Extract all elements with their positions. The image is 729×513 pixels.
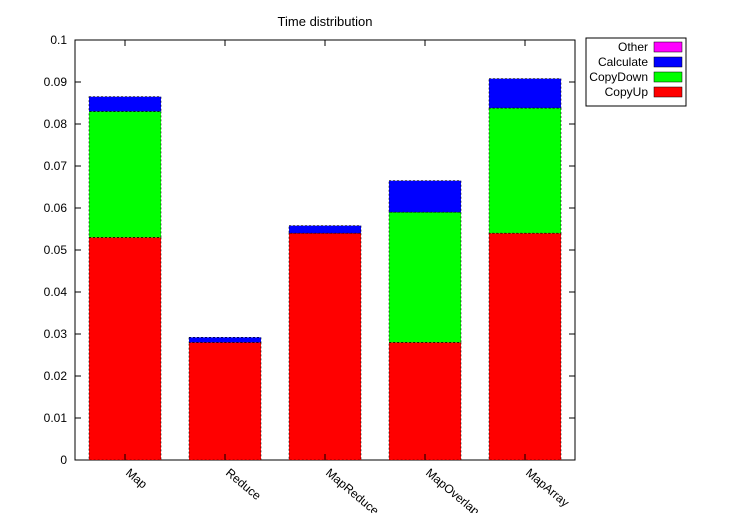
legend-swatch-copydown (654, 72, 682, 82)
ytick-label: 0.09 (44, 75, 68, 89)
legend-label: Calculate (598, 55, 648, 69)
ytick-label: 0.02 (44, 369, 68, 383)
bar-copydown (489, 108, 561, 233)
bar-copyup (189, 342, 261, 460)
ytick-label: 0 (60, 453, 67, 467)
legend-swatch-copyup (654, 87, 682, 97)
ytick-label: 0.01 (44, 411, 68, 425)
bar-calculate (189, 337, 261, 342)
bar-copyup (289, 233, 361, 460)
bar-copydown (89, 111, 161, 237)
bar-calculate (89, 97, 161, 112)
chart-container: Time distribution 0 0.01 0.02 0.03 0.04 0.05 0.… (0, 0, 729, 513)
bar-copyup (89, 237, 161, 460)
legend-swatch-other (654, 42, 682, 52)
chart-title: Time distribution (278, 14, 373, 29)
legend-swatch-calculate (654, 57, 682, 67)
ytick-label: 0.05 (44, 243, 68, 257)
ytick-label: 0.04 (44, 285, 68, 299)
legend-label: CopyDown (589, 70, 648, 84)
bar-calculate (289, 226, 361, 234)
legend-label: Other (618, 40, 648, 54)
ytick-label: 0.03 (44, 327, 68, 341)
bar-calculate (389, 181, 461, 213)
bar-copydown (389, 212, 461, 342)
ytick-label: 0.1 (50, 33, 67, 47)
bar-calculate (489, 79, 561, 108)
bar-copyup (389, 342, 461, 460)
ytick-label: 0.07 (44, 159, 68, 173)
bar-copyup (489, 233, 561, 460)
legend-label: CopyUp (605, 85, 649, 99)
ytick-label: 0.06 (44, 201, 68, 215)
ytick-label: 0.08 (44, 117, 68, 131)
time-distribution-chart: Time distribution 0 0.01 0.02 0.03 0.04 0.05 0.… (0, 0, 729, 513)
